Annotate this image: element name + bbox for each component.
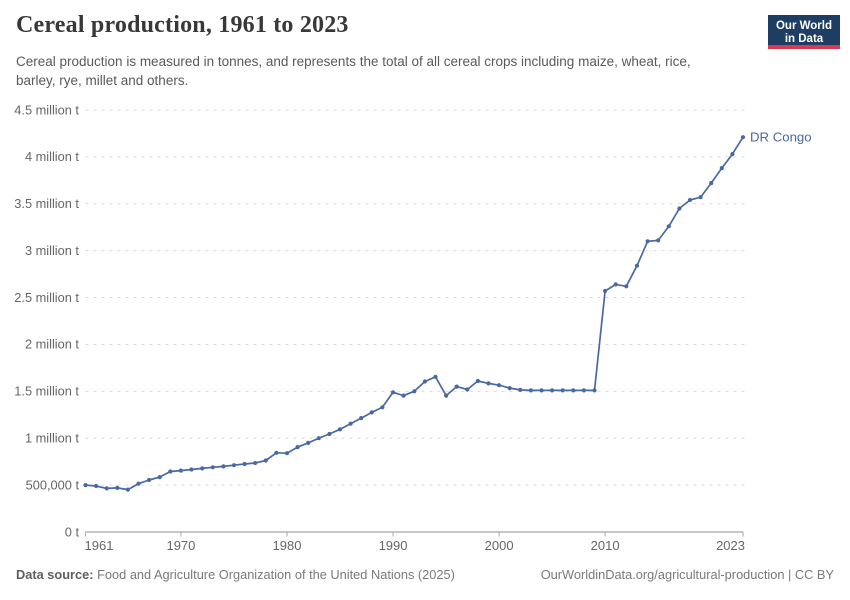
y-tick-label: 4 million t [25,149,79,164]
data-point [645,239,650,244]
y-tick-label: 1.5 million t [14,384,79,399]
chart-subtitle: Cereal production is measured in tonnes,… [16,54,691,89]
series-label: DR Congo [750,129,812,144]
data-point [284,451,290,456]
data-point [115,485,120,490]
x-tick-label: 1990 [379,538,408,553]
data-point [253,460,258,466]
data-point [560,388,565,393]
data-point [263,458,268,463]
data-point [369,410,374,415]
data-point [687,197,693,203]
data-point [189,467,194,472]
data-point [475,378,480,384]
data-point [698,195,703,200]
x-tick-label: 1961 [85,538,114,553]
y-tick-label: 500,000 t [26,477,80,492]
data-point [433,374,438,379]
page-title: Cereal production, 1961 to 2023 [16,12,349,38]
y-tick-label: 1 million t [25,431,79,446]
chart-footer: Data source: Food and Agriculture Organi… [16,567,834,582]
data-point [168,469,173,474]
data-point [740,135,746,140]
y-tick-label: 3 million t [25,243,79,258]
data-point [104,486,109,491]
data-point [83,483,88,488]
data-point [539,388,544,393]
data-source: Data source: Food and Agriculture Organi… [16,567,455,582]
y-tick-label: 4.5 million t [14,102,79,117]
data-point [730,152,735,157]
data-point [603,288,608,294]
data-point [348,421,353,426]
data-point [677,206,682,211]
y-tick-label: 2 million t [25,337,79,352]
data-point [337,427,343,432]
data-point [486,381,491,386]
data-point [147,477,152,483]
x-tick-label: 2000 [485,538,514,553]
data-point [719,166,724,171]
data-point [136,481,141,486]
data-point [550,388,555,393]
data-point [316,436,321,441]
x-tick-label: 2010 [591,538,620,553]
data-point [295,445,300,450]
data-point [157,475,162,480]
data-point [592,388,597,393]
data-point [634,263,640,268]
data-point [242,461,247,467]
data-point [422,379,427,384]
data-point [125,487,130,492]
data-point [327,431,332,437]
data-point [444,393,449,398]
data-point [306,440,311,445]
owid-logo-line1: Our World [775,20,832,32]
data-point [401,393,406,398]
data-point [518,387,523,392]
data-line [84,136,744,491]
data-point [94,483,99,489]
data-point [359,416,364,421]
data-point [571,388,576,393]
data-point [412,389,417,394]
y-tick-label: 2.5 million t [14,290,79,305]
data-point [507,386,512,391]
x-tick-label: 1980 [273,538,302,553]
y-tick-label: 0 t [65,524,80,539]
data-point [497,383,502,388]
owid-logo: Our World in Data [768,15,840,49]
data-point [231,463,237,468]
data-point [178,468,183,473]
data-source-text: Food and Agriculture Organization of the… [97,567,455,582]
data-point [380,405,385,410]
data-point [221,464,226,469]
y-tick-label: 3.5 million t [14,196,79,211]
x-tick-label: 1970 [166,538,195,553]
data-point [200,466,205,471]
footer-license-url: OurWorldinData.org/agricultural-producti… [540,567,834,582]
data-source-label: Data source: [16,567,94,582]
data-point [666,224,671,229]
data-point [624,284,629,289]
data-point [274,450,279,455]
data-point [656,238,661,243]
owid-logo-line2: in Data [784,33,824,45]
data-point [581,388,587,393]
data-point [390,390,396,395]
data-point [528,388,534,393]
line-chart: 0 t 500,000 t 1 million t 1.5 million t 2 mi… [14,102,812,553]
data-point [709,181,714,186]
data-point [613,282,618,287]
data-point [454,384,459,389]
data-point [210,465,215,470]
x-tick-label: 2023 [716,538,745,553]
data-point [465,387,470,392]
